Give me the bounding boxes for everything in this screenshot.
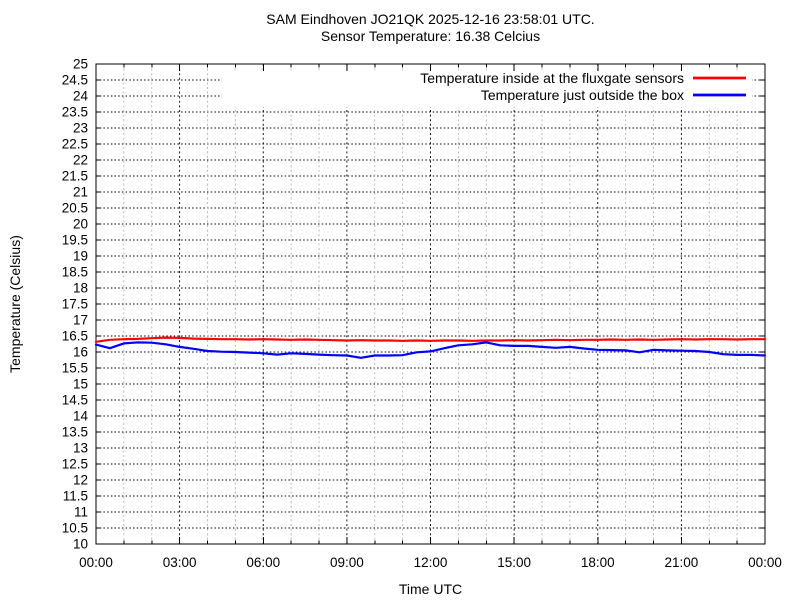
svg-text:12:00: 12:00 xyxy=(414,555,448,570)
legend-box xyxy=(222,70,752,107)
chart-title: SAM Eindhoven JO21QK 2025-12-16 23:58:01… xyxy=(266,11,595,27)
svg-text:15: 15 xyxy=(73,377,88,392)
legend-label-outside: Temperature just outside the box xyxy=(480,87,684,103)
svg-text:14.5: 14.5 xyxy=(62,393,88,408)
y-tick-labels: 1010.51111.51212.51313.51414.51515.51616… xyxy=(62,57,89,552)
svg-text:12: 12 xyxy=(73,473,88,488)
svg-text:24.5: 24.5 xyxy=(62,73,88,88)
svg-text:17.5: 17.5 xyxy=(62,297,88,312)
svg-text:13.5: 13.5 xyxy=(62,425,88,440)
svg-text:17: 17 xyxy=(73,313,88,328)
x-tick-labels: 00:00 03:00 06:00 09:00 12:00 15:00 18:00 21:00… xyxy=(79,555,782,570)
legend-label-inside: Temperature inside at the fluxgate senso… xyxy=(420,70,684,86)
svg-text:11.5: 11.5 xyxy=(63,489,88,504)
svg-text:13: 13 xyxy=(73,441,88,456)
grid xyxy=(96,64,765,544)
svg-text:25: 25 xyxy=(73,57,88,72)
svg-text:16.5: 16.5 xyxy=(62,329,88,344)
svg-text:22: 22 xyxy=(73,153,88,168)
svg-text:09:00: 09:00 xyxy=(330,555,364,570)
svg-text:15:00: 15:00 xyxy=(497,555,531,570)
svg-text:22.5: 22.5 xyxy=(62,137,88,152)
svg-text:18: 18 xyxy=(73,281,88,296)
series-line-1 xyxy=(94,341,767,359)
svg-text:19: 19 xyxy=(73,249,88,264)
svg-text:00:00: 00:00 xyxy=(748,555,782,570)
svg-text:21.5: 21.5 xyxy=(62,169,88,184)
svg-text:21: 21 xyxy=(73,185,88,200)
svg-text:11: 11 xyxy=(74,505,88,520)
svg-text:03:00: 03:00 xyxy=(163,555,197,570)
svg-text:00:00: 00:00 xyxy=(79,555,113,570)
series-line-0 xyxy=(94,336,767,343)
svg-text:24: 24 xyxy=(73,89,89,104)
x-axis-label: Time UTC xyxy=(398,581,463,597)
svg-text:19.5: 19.5 xyxy=(62,233,88,248)
svg-text:12.5: 12.5 xyxy=(62,457,88,472)
svg-text:21:00: 21:00 xyxy=(664,555,698,570)
axis-ticks xyxy=(95,63,766,545)
y-axis-label: Temperature (Celsius) xyxy=(7,235,23,373)
chart-subtitle: Sensor Temperature: 16.38 Celcius xyxy=(320,27,541,44)
svg-text:16: 16 xyxy=(73,345,88,360)
svg-text:14: 14 xyxy=(73,409,89,424)
svg-text:18.5: 18.5 xyxy=(62,265,88,280)
svg-text:23: 23 xyxy=(73,121,88,136)
svg-text:20.5: 20.5 xyxy=(62,201,88,216)
svg-text:18:00: 18:00 xyxy=(581,555,615,570)
svg-text:10: 10 xyxy=(73,537,88,552)
svg-text:10.5: 10.5 xyxy=(62,521,88,536)
chart-title-block: SAM Eindhoven JO21QK 2025-12-16 23:58:01… xyxy=(96,11,765,44)
svg-text:06:00: 06:00 xyxy=(246,555,280,570)
svg-text:20: 20 xyxy=(73,217,88,232)
svg-text:15.5: 15.5 xyxy=(62,361,88,376)
svg-text:23.5: 23.5 xyxy=(62,105,88,120)
